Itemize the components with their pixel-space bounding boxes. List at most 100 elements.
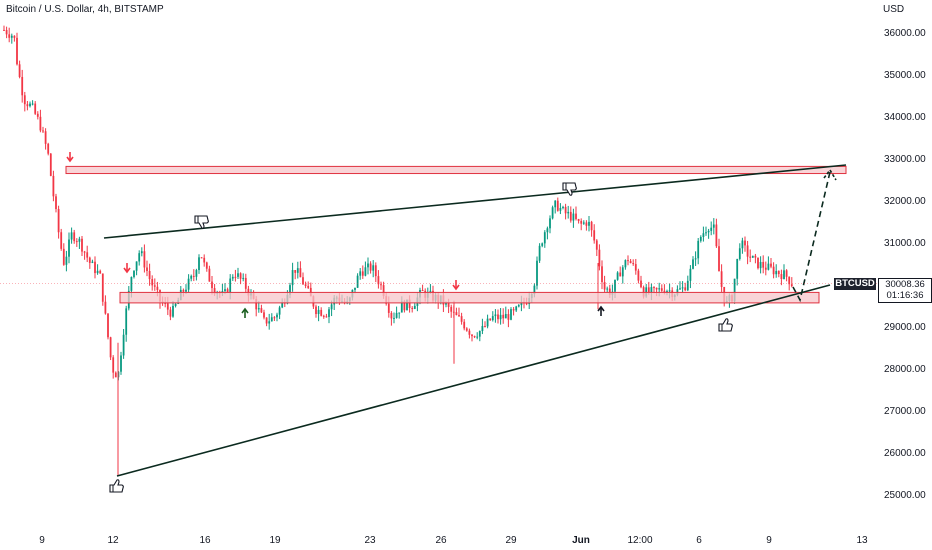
candle-body: [322, 315, 325, 317]
candle-body: [572, 213, 575, 221]
candle-body: [749, 256, 752, 258]
candle-body: [143, 251, 146, 268]
candle-body: [658, 288, 661, 290]
x-tick-label: 26: [435, 535, 447, 546]
chart-title: Bitcoin / U.S. Dollar, 4h, BITSTAMP: [6, 4, 164, 15]
y-tick-label: 34000.00: [884, 112, 926, 123]
candle-body: [715, 224, 718, 247]
candle-body: [359, 271, 362, 276]
candle-body: [18, 64, 21, 77]
candle-body: [590, 221, 593, 231]
up-arrow-icon: [241, 307, 249, 318]
projection-path[interactable]: [792, 171, 831, 303]
thumbs-up-icon: [718, 318, 733, 332]
candle-body: [684, 287, 687, 291]
candle-body: [151, 279, 154, 286]
candle-body: [260, 308, 263, 313]
candle-body: [174, 303, 177, 306]
candle-body: [317, 309, 320, 315]
candle-body: [257, 308, 260, 310]
candle-body: [738, 248, 741, 259]
thumbs-down-icon: [194, 215, 209, 229]
candle-body: [135, 261, 138, 271]
candle-body: [551, 207, 554, 219]
candle-body: [478, 331, 481, 337]
candle-body: [224, 289, 226, 292]
candle-body: [356, 275, 359, 288]
candle-body: [702, 233, 705, 237]
candle-body: [614, 279, 616, 292]
candle-body: [190, 275, 193, 279]
candle-body: [668, 290, 671, 292]
candle-body: [465, 328, 468, 331]
candle-body: [374, 265, 377, 277]
candle-body: [114, 372, 117, 378]
candle-body: [34, 103, 37, 114]
candle-body: [733, 278, 736, 302]
upper-trendline[interactable]: [103, 164, 847, 239]
candle-body: [736, 258, 739, 279]
candle-body: [780, 274, 783, 280]
candle-body: [559, 207, 562, 211]
candle-body: [237, 273, 239, 277]
y-tick-label: 25000.00: [884, 490, 926, 501]
candle-body: [582, 222, 585, 224]
candle-body: [629, 261, 632, 264]
x-tick-label: 19: [269, 535, 281, 546]
candle-body: [710, 227, 713, 231]
candle-body: [699, 236, 702, 241]
candle-body: [36, 113, 39, 117]
candle-body: [476, 336, 479, 338]
candle-body: [637, 270, 640, 281]
candle-body: [62, 248, 65, 265]
candle-body: [447, 302, 450, 307]
candle-body: [164, 302, 167, 304]
candle-body: [29, 103, 31, 107]
candle-body: [575, 213, 577, 220]
candle-body: [75, 241, 78, 243]
candle-body: [486, 318, 489, 327]
candle-body: [172, 305, 174, 317]
candle-body: [364, 267, 367, 276]
candle-body: [395, 312, 398, 318]
candle-body: [44, 131, 47, 144]
candle-body: [705, 232, 707, 234]
annotation-layer: [0, 152, 878, 493]
candle-body: [546, 228, 549, 233]
candle-body: [289, 285, 291, 295]
candle-body: [471, 334, 473, 337]
candle-body: [16, 37, 18, 65]
candle-body: [169, 309, 172, 317]
candle-body: [741, 240, 744, 249]
candle-body: [520, 301, 523, 306]
lower-trendline[interactable]: [116, 284, 831, 477]
candle-body: [255, 298, 258, 310]
candle-body: [39, 116, 42, 131]
resistance-zone[interactable]: [65, 165, 847, 175]
candle-body: [598, 249, 601, 267]
candle-body: [707, 230, 710, 233]
candle-body: [276, 314, 278, 318]
candle-body: [268, 321, 271, 324]
candle-body: [400, 301, 403, 313]
candle-body: [211, 281, 213, 289]
candle-body: [642, 287, 645, 297]
candle-body: [10, 35, 13, 38]
candle-body: [382, 285, 385, 297]
candle-body: [757, 257, 759, 269]
candle-body: [263, 312, 265, 318]
candle-body: [296, 268, 299, 273]
x-tick-label: 13: [856, 535, 868, 546]
candle-body: [686, 280, 689, 291]
candle-body: [73, 232, 76, 242]
symbol-tag: BTCUSD: [834, 278, 876, 290]
candle-body: [88, 257, 91, 263]
support-zone[interactable]: [119, 291, 820, 304]
candle-body: [640, 280, 642, 288]
candle-body: [133, 270, 135, 278]
candle-body: [624, 260, 627, 268]
candle-body: [138, 253, 141, 262]
candle-body: [455, 312, 458, 316]
candle-body: [460, 316, 463, 322]
